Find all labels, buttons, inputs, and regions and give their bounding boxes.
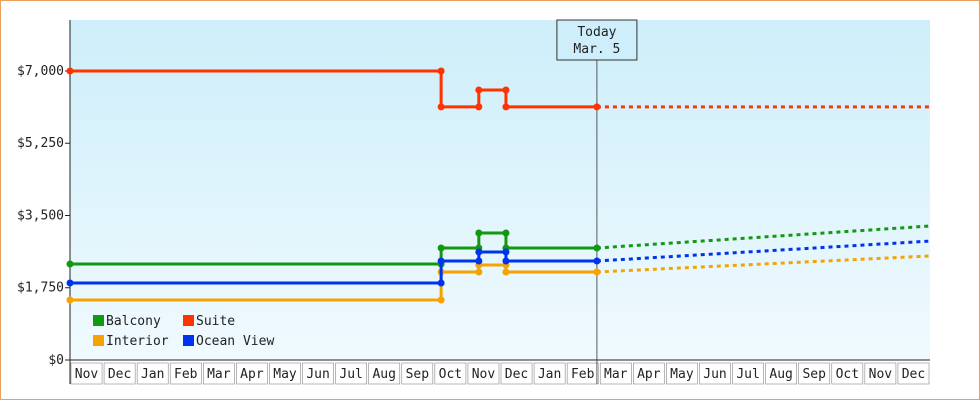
legend-label: Interior: [106, 334, 169, 349]
point: [66, 296, 74, 304]
point: [66, 279, 74, 287]
legend-swatch: [183, 335, 194, 346]
x-tick-label: Jul: [736, 367, 759, 382]
month-cell: [831, 362, 864, 385]
y-tick-label: $5,250: [17, 136, 64, 151]
x-tick-label: Jun: [306, 367, 329, 382]
month-cell: [203, 362, 235, 385]
point: [437, 257, 445, 265]
month-cell: [732, 362, 764, 385]
month-cell: [169, 362, 202, 385]
point: [437, 279, 445, 287]
point: [475, 229, 483, 237]
x-tick-label: Apr: [637, 367, 661, 382]
month-cell: [269, 362, 301, 385]
point: [593, 244, 601, 252]
legend-label: Balcony: [106, 314, 161, 329]
month-cell: [864, 362, 897, 385]
x-tick-label: Dec: [505, 367, 528, 382]
point: [437, 244, 445, 252]
point: [593, 103, 601, 111]
month-cell: [136, 362, 169, 385]
month-cell: [70, 362, 103, 385]
x-tick-label: Jul: [339, 367, 362, 382]
month-cell: [302, 362, 334, 385]
month-cell: [434, 362, 467, 385]
x-tick-label: Jan: [141, 367, 164, 382]
point: [593, 257, 601, 265]
x-tick-label: Nov: [75, 367, 99, 382]
point: [502, 86, 510, 94]
x-tick-label: Jun: [703, 367, 726, 382]
legend-swatch: [183, 315, 194, 326]
x-tick-label: Nov: [869, 367, 893, 382]
x-tick-label: Dec: [108, 367, 131, 382]
point: [66, 260, 74, 268]
point: [475, 257, 483, 265]
x-tick-label: May: [273, 367, 297, 382]
legend-swatch: [93, 335, 104, 346]
month-cell: [765, 362, 797, 385]
point: [437, 67, 445, 75]
point: [475, 268, 483, 276]
x-tick-label: Oct: [836, 367, 859, 382]
month-cell: [798, 362, 831, 385]
month-cell: [368, 362, 401, 385]
point: [502, 229, 510, 237]
point: [475, 103, 483, 111]
x-tick-label: Dec: [902, 367, 925, 382]
month-cell: [699, 362, 731, 385]
x-tick-label: Jan: [538, 367, 561, 382]
x-tick-label: Mar: [604, 367, 628, 382]
legend-label: Suite: [196, 314, 235, 329]
x-tick-label: Feb: [174, 367, 198, 382]
x-tick-label: Sep: [802, 367, 826, 382]
x-tick-label: Apr: [240, 367, 264, 382]
point: [475, 248, 483, 256]
x-tick-label: May: [670, 367, 694, 382]
legend-label: Ocean View: [196, 334, 274, 349]
y-tick-label: $0: [48, 353, 64, 368]
today-label: Today: [577, 25, 616, 40]
plot-area: [70, 20, 930, 360]
x-tick-label: Sep: [406, 367, 430, 382]
x-tick-label: Aug: [769, 367, 792, 382]
month-cell: [335, 362, 367, 385]
month-cell: [103, 362, 136, 385]
today-label: Mar. 5: [573, 42, 620, 57]
y-tick-label: $3,500: [17, 208, 64, 223]
point: [437, 103, 445, 111]
month-cell: [633, 362, 665, 385]
month-cell: [533, 362, 566, 385]
x-tick-label: Feb: [571, 367, 595, 382]
y-tick-label: $7,000: [17, 64, 64, 79]
x-tick-label: Mar: [207, 367, 231, 382]
legend-swatch: [93, 315, 104, 326]
point: [475, 86, 483, 94]
x-tick-label: Aug: [372, 367, 395, 382]
point: [502, 103, 510, 111]
month-cell: [467, 362, 500, 385]
point: [502, 248, 510, 256]
today-box: [556, 19, 638, 61]
point: [66, 67, 74, 75]
point: [437, 296, 445, 304]
x-tick-label: Nov: [472, 367, 496, 382]
month-cell: [566, 362, 599, 385]
point: [502, 268, 510, 276]
month-cell: [599, 362, 632, 385]
month-cell: [666, 362, 698, 385]
month-cell: [401, 362, 434, 385]
x-tick-label: Oct: [439, 367, 462, 382]
month-cell: [897, 362, 930, 385]
y-tick-label: $1,750: [17, 281, 64, 296]
point: [502, 257, 510, 265]
point: [593, 268, 601, 276]
month-cell: [236, 362, 268, 385]
month-cell: [500, 362, 533, 385]
